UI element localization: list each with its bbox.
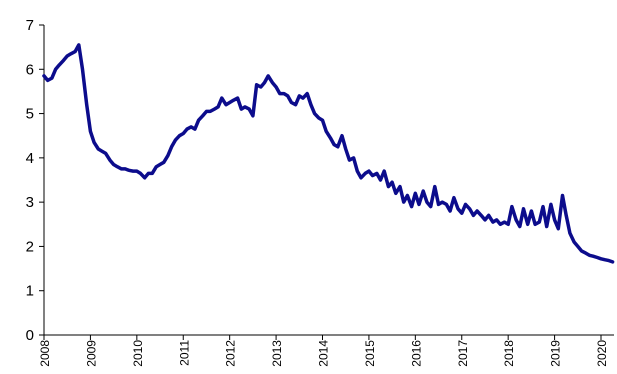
x-tick-label: 2015 bbox=[363, 340, 377, 367]
y-tick-label: 0 bbox=[26, 327, 34, 344]
y-tick-label: 1 bbox=[26, 283, 34, 300]
y-tick-label: 5 bbox=[26, 106, 34, 123]
y-tick-label: 6 bbox=[26, 61, 34, 78]
x-tick-label: 2011 bbox=[177, 340, 191, 366]
x-tick-label: 2018 bbox=[502, 340, 516, 367]
x-tick-label: 2013 bbox=[270, 340, 284, 367]
x-tick-label: 2010 bbox=[131, 340, 145, 367]
x-tick-label: 2016 bbox=[409, 340, 423, 367]
y-tick-label: 2 bbox=[26, 238, 34, 255]
y-axis-ticks: 0 1 2 3 4 5 6 7 bbox=[26, 17, 44, 344]
x-tick-label: 2017 bbox=[456, 340, 470, 367]
x-tick-label: 2014 bbox=[317, 340, 331, 367]
x-tick-label: 2019 bbox=[549, 340, 563, 367]
y-tick-label: 4 bbox=[26, 150, 34, 167]
y-tick-label: 7 bbox=[26, 17, 34, 34]
x-tick-label: 2009 bbox=[84, 340, 98, 367]
x-tick-label: 2012 bbox=[224, 340, 238, 367]
x-tick-label: 2020 bbox=[595, 340, 609, 367]
x-tick-label: 2008 bbox=[38, 340, 52, 367]
y-tick-label: 3 bbox=[26, 194, 34, 211]
x-axis-ticks: 2008 2009 2010 2011 2012 2013 2014 2015 2016 2017… bbox=[38, 335, 609, 367]
series-line bbox=[42, 43, 615, 264]
